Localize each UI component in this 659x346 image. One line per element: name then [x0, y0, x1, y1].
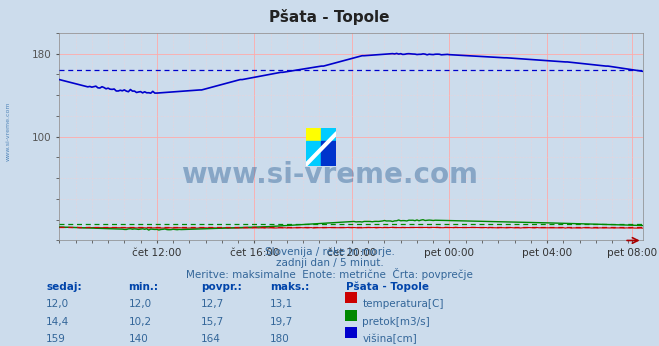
Text: 10,2: 10,2: [129, 317, 152, 327]
Text: www.si-vreme.com: www.si-vreme.com: [181, 161, 478, 189]
Bar: [306, 128, 322, 141]
Text: Slovenija / reke in morje.: Slovenija / reke in morje.: [264, 247, 395, 257]
Text: sedaj:: sedaj:: [46, 282, 82, 292]
Bar: [322, 128, 336, 141]
Polygon shape: [306, 132, 336, 166]
Text: maks.:: maks.:: [270, 282, 310, 292]
Text: temperatura[C]: temperatura[C]: [362, 299, 444, 309]
Text: 140: 140: [129, 334, 148, 344]
Text: 164: 164: [201, 334, 221, 344]
Text: 19,7: 19,7: [270, 317, 293, 327]
Text: Pšata - Topole: Pšata - Topole: [270, 9, 389, 25]
Text: višina[cm]: višina[cm]: [362, 334, 417, 344]
Polygon shape: [306, 141, 322, 166]
Text: 12,7: 12,7: [201, 299, 224, 309]
Text: min.:: min.:: [129, 282, 159, 292]
Text: pretok[m3/s]: pretok[m3/s]: [362, 317, 430, 327]
Text: 14,4: 14,4: [46, 317, 69, 327]
Text: 15,7: 15,7: [201, 317, 224, 327]
Text: www.si-vreme.com: www.si-vreme.com: [5, 102, 11, 161]
Text: 12,0: 12,0: [46, 299, 69, 309]
Text: Pšata - Topole: Pšata - Topole: [346, 282, 429, 292]
Text: 159: 159: [46, 334, 66, 344]
Polygon shape: [322, 141, 336, 166]
Text: 13,1: 13,1: [270, 299, 293, 309]
Text: 12,0: 12,0: [129, 299, 152, 309]
Text: 180: 180: [270, 334, 290, 344]
Text: zadnji dan / 5 minut.: zadnji dan / 5 minut.: [275, 258, 384, 268]
Text: povpr.:: povpr.:: [201, 282, 242, 292]
Text: Meritve: maksimalne  Enote: metrične  Črta: povprečje: Meritve: maksimalne Enote: metrične Črta…: [186, 268, 473, 280]
